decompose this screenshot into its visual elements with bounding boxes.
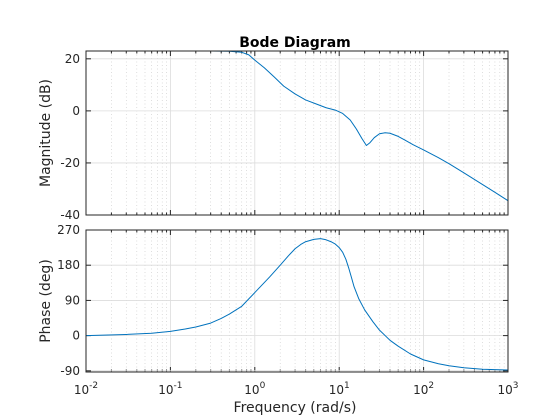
magnitude-axes-frame — [85, 50, 509, 216]
magnitude-y-tick-label: -40 — [60, 208, 80, 222]
phase-axes-frame — [85, 229, 509, 373]
x-tick-label: 10-2 — [74, 381, 98, 397]
x-tick-label: 103 — [497, 381, 518, 397]
magnitude-y-tick-label: -20 — [60, 156, 80, 170]
chart-title: Bode Diagram — [239, 35, 351, 51]
phase-y-tick-label: 270 — [57, 223, 80, 237]
x-axis-label: Frequency (rad/s) — [234, 400, 357, 416]
x-tick-label: 100 — [244, 381, 265, 397]
phase-y-tick-label: 180 — [57, 258, 80, 272]
x-tick-label: 101 — [329, 381, 350, 397]
phase-panel: 270 180 90 0 -90 Phase (deg) — [38, 223, 509, 378]
x-tick-label: 102 — [413, 381, 434, 397]
magnitude-y-tick-label: 20 — [65, 52, 80, 66]
x-tick-label: 10-1 — [158, 381, 182, 397]
magnitude-y-axis-label: Magnitude (dB) — [38, 79, 54, 187]
phase-y-axis-label: Phase (deg) — [38, 259, 54, 343]
phase-series-line — [85, 238, 509, 371]
phase-y-tick-label: 0 — [72, 329, 80, 343]
phase-y-tick-label: -90 — [60, 364, 80, 378]
magnitude-y-tick-label: 0 — [72, 104, 80, 118]
magnitude-series-line — [86, 50, 509, 202]
magnitude-panel: 20 0 -20 -40 Magnitude (dB) — [38, 50, 509, 222]
phase-y-tick-label: 90 — [65, 293, 80, 307]
